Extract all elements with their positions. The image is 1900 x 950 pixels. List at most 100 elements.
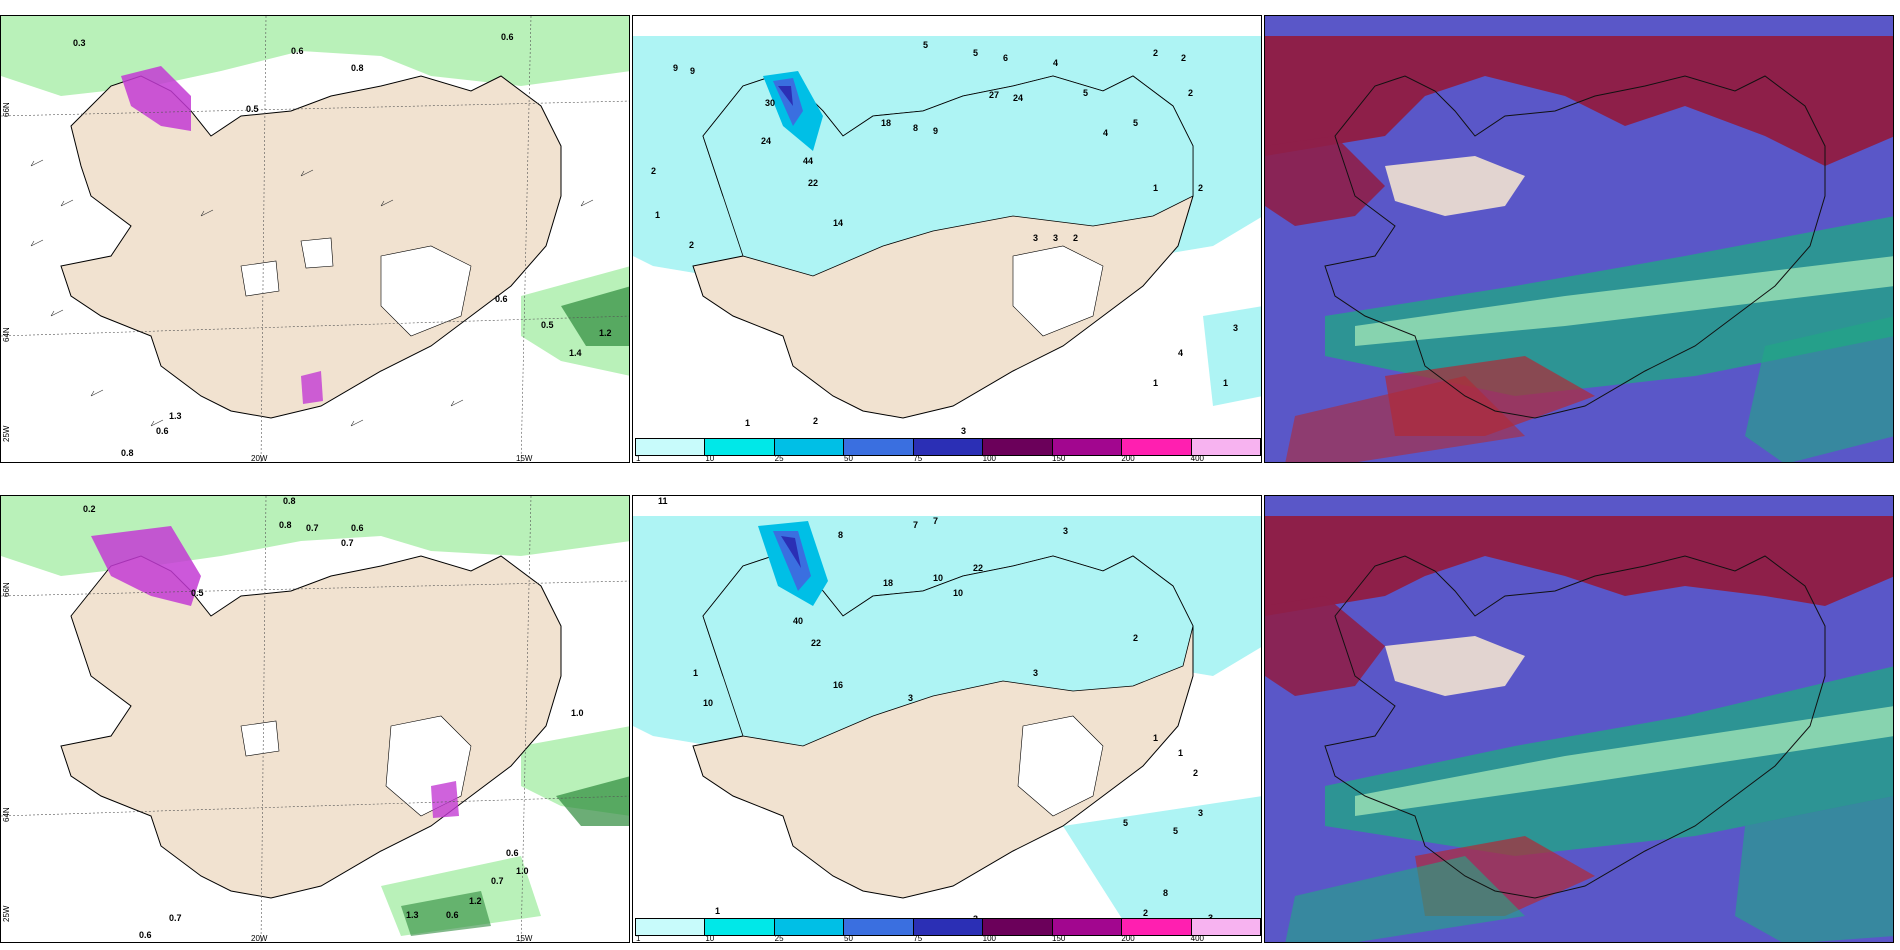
label: 1.4	[569, 348, 582, 358]
colorbar-tick: 100	[982, 454, 997, 463]
label: 44	[803, 156, 813, 166]
high-cloud-west	[1265, 136, 1385, 226]
axis-label: 64N	[2, 807, 11, 822]
label: 5	[1123, 818, 1128, 828]
label: 0.8	[279, 520, 292, 530]
high-cloud-west	[1265, 596, 1385, 696]
label: 2	[1188, 88, 1193, 98]
label: 0.7	[491, 876, 504, 886]
label: 0.6	[506, 848, 519, 858]
label: 9	[690, 66, 695, 76]
label: 22	[808, 178, 818, 188]
precip-map: 11 8 7 7 3 22 18 10 10 40 22 16 10 1 3 3…	[633, 496, 1261, 942]
map-panel-igis-precip: UWC/IG-IS IT: 02.11.2025 15Z VT: Mán. 3.…	[632, 15, 1262, 463]
label: 0.6	[351, 523, 364, 533]
colorbar-tick: 75	[913, 454, 923, 463]
glacier-small	[240, 720, 280, 757]
label: 3	[1033, 233, 1038, 243]
label: 11	[658, 496, 668, 506]
label: 2	[651, 166, 656, 176]
colorbar-cell	[913, 919, 984, 935]
label: 3	[908, 693, 913, 703]
label: 4	[1053, 58, 1058, 68]
label: 8	[913, 123, 918, 133]
label: 4	[1103, 128, 1108, 138]
label: 22	[811, 638, 821, 648]
colorbar-tick: 50	[844, 934, 853, 943]
label: 8	[1163, 888, 1168, 898]
land-exposed	[1385, 636, 1525, 696]
label: 0.5	[246, 104, 259, 114]
wind-map: 0.2 0.8 0.8 0.7 0.6 0.7 0.5 1.0 0.6 1.0 …	[1, 496, 629, 943]
colorbar-cell	[1122, 439, 1192, 455]
colorbar-cell	[844, 919, 914, 935]
colorbar-cells	[635, 918, 1261, 936]
colorbar-cell	[913, 439, 984, 455]
colorbar-cell	[983, 439, 1053, 455]
colorbar-tick: 10	[705, 934, 715, 943]
precip-colorbar: 1 10 25 50 75 100 150 200 400	[633, 916, 1261, 943]
label: 7	[913, 520, 918, 530]
wind-map: 0.3 0.6 0.8 0.6 0.5 0.6 0.5 1.4 1.2 0.8 …	[1, 16, 629, 463]
label: 2	[1181, 53, 1186, 63]
colorbar-cell	[1122, 919, 1192, 935]
axis-label: 66N	[2, 582, 11, 597]
label: 2	[813, 416, 818, 426]
label: 0.7	[169, 913, 182, 923]
label: 18	[881, 118, 891, 128]
label: 16	[833, 680, 843, 690]
map-panel-dini-clouds: UWC/DINI ISL IT: 02.11.2025 15Z VT: Mán.…	[1264, 495, 1894, 943]
label: 0.5	[191, 588, 204, 598]
label: 1.0	[516, 866, 529, 876]
label: 5	[923, 40, 928, 50]
label: 1	[655, 210, 660, 220]
label: 3	[1033, 668, 1038, 678]
colorbar-tick: 25	[774, 934, 784, 943]
colorbar-cell	[1052, 919, 1123, 935]
label: 1.0	[571, 708, 584, 718]
iceland-outline	[1324, 555, 1826, 899]
label: 2	[1153, 48, 1158, 58]
label: 0.6	[139, 930, 152, 940]
label: 10	[703, 698, 713, 708]
label: 6	[1003, 53, 1008, 63]
label: 0.8	[351, 63, 364, 73]
label: 5	[973, 48, 978, 58]
label: 22	[973, 563, 983, 573]
label: 0.6	[291, 46, 304, 56]
label: 0.3	[73, 38, 86, 48]
axis-label: 15W	[516, 454, 533, 463]
label: 5	[1133, 118, 1138, 128]
label: 1	[1153, 733, 1158, 743]
colorbar-cell	[844, 439, 914, 455]
label: 0.6	[495, 294, 508, 304]
precip-area-south	[1063, 796, 1261, 936]
label: 1.2	[469, 896, 482, 906]
label: 1	[693, 668, 698, 678]
label: 0.7	[306, 523, 319, 533]
label: 10	[953, 588, 963, 598]
colorbar-tick: 25	[774, 454, 784, 463]
label: 1.3	[406, 910, 419, 920]
label: 0.6	[446, 910, 459, 920]
colorbar-cells	[635, 438, 1261, 456]
label: 3	[1063, 526, 1068, 536]
axis-label: 15W	[516, 934, 533, 943]
colorbar-tick: 150	[1052, 934, 1066, 943]
map-panel-dini-wind: UWC/DINI ISL IT: 02.11.2025 15Z VT: Mán.…	[0, 495, 630, 943]
label: 1	[745, 418, 750, 428]
map-panel-igis-clouds: UWC/IG-IS IT: 02.11.2025 15Z VT: Mán. 3.…	[1264, 15, 1894, 463]
label: 10	[933, 573, 943, 583]
colorbar-cell	[1052, 439, 1123, 455]
colorbar-tick: 150	[1052, 454, 1066, 463]
iceland-outline	[1324, 75, 1826, 419]
label: 1	[1153, 183, 1158, 193]
colorbar-tick: 50	[844, 454, 853, 463]
colorbar-cell	[983, 919, 1053, 935]
label: 1	[1223, 378, 1228, 388]
axis-label: 66N	[2, 102, 11, 117]
axis-label: 20W	[251, 454, 268, 463]
precip-cover	[702, 555, 1194, 747]
label: 4	[1178, 348, 1183, 358]
label: 0.2	[83, 504, 96, 514]
